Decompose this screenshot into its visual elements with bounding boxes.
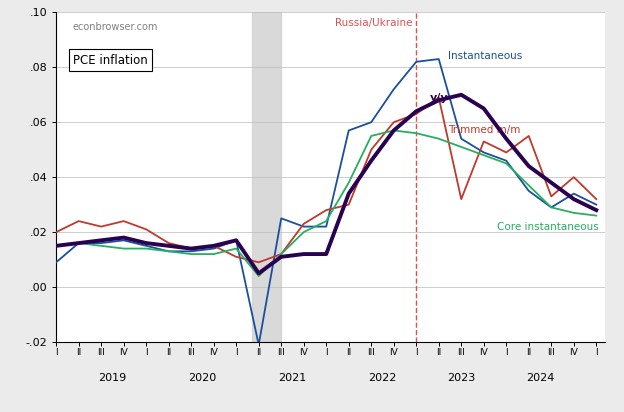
Text: Trimmed m/m: Trimmed m/m [448, 126, 520, 136]
Text: y/y: y/y [430, 93, 449, 103]
Text: 2023: 2023 [447, 372, 475, 382]
Bar [251, 12, 281, 342]
Text: 2024: 2024 [526, 372, 554, 382]
Text: 2019: 2019 [99, 372, 127, 382]
Text: 2021: 2021 [278, 372, 306, 382]
Text: econbrowser.com: econbrowser.com [72, 22, 158, 32]
Text: 2020: 2020 [188, 372, 217, 382]
Text: PCE inflation: PCE inflation [72, 54, 147, 67]
Text: Core instantaneous: Core instantaneous [497, 222, 599, 232]
Text: Russia/Ukraine: Russia/Ukraine [335, 18, 412, 28]
Text: Instantaneous: Instantaneous [448, 52, 522, 61]
Text: 2022: 2022 [368, 372, 397, 382]
